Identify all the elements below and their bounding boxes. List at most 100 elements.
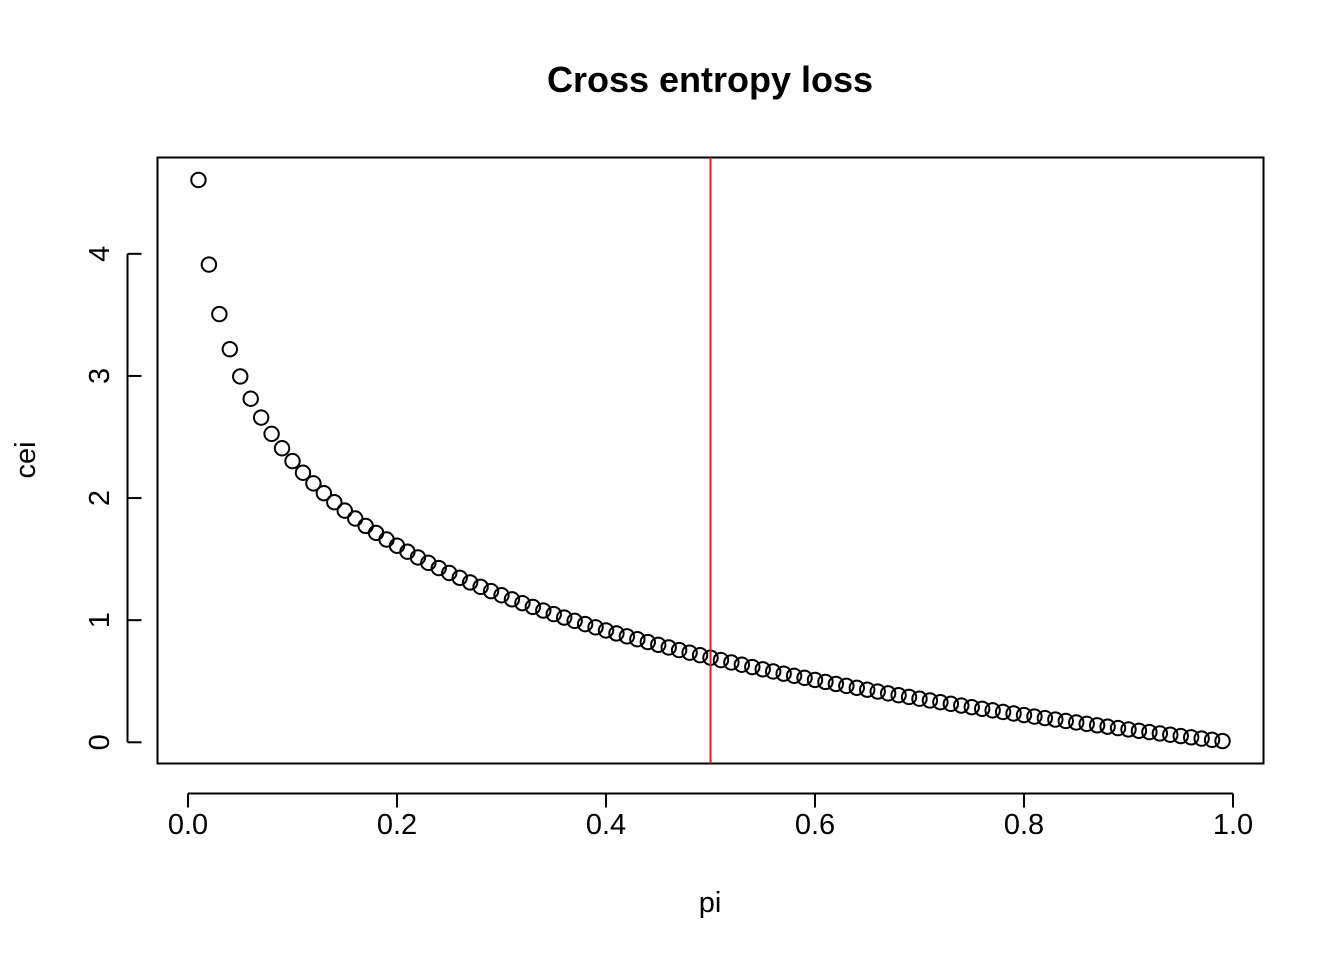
data-point [775,665,792,682]
data-point [545,605,562,623]
data-point [524,598,542,616]
data-point [1193,730,1210,747]
data-point [535,602,552,619]
data-point [827,675,845,693]
data-point [942,695,960,713]
data-point [764,663,782,680]
data-point [242,390,259,407]
data-point [984,702,1001,719]
data-point [336,502,353,519]
data-point [754,661,771,678]
data-point [963,698,980,716]
x-tick-label: 0.4 [586,809,626,841]
data-point [1130,722,1148,739]
data-point [493,587,510,604]
data-point [1005,705,1022,722]
data-point [1151,725,1169,742]
data-point [273,440,291,457]
data-point [817,673,834,691]
y-tick-label: 3 [84,368,116,384]
data-point [597,622,615,639]
data-point [430,559,448,577]
data-point [326,494,343,511]
data-point [744,658,761,676]
data-point [1162,726,1179,743]
data-point [608,625,625,642]
data-point [618,628,636,645]
data-point [691,646,709,664]
data-point [1047,711,1064,728]
data-point [1088,717,1106,734]
data-point [1078,715,1095,733]
y-axis-label: cei [10,441,42,478]
x-tick-label: 0.6 [795,809,835,841]
data-point [1120,721,1137,738]
data-point [994,703,1012,721]
y-tick-label: 1 [84,612,116,628]
data-point [232,368,249,385]
data-point [650,636,667,653]
data-point [681,644,698,661]
data-point [911,690,928,707]
data-point [859,681,876,698]
data-point [315,484,333,502]
data-point [252,409,270,426]
data-point [712,651,730,669]
data-point [838,677,855,695]
data-point [869,683,886,700]
data-point [221,341,239,358]
x-tick-label: 0.2 [377,809,417,841]
data-point [503,591,521,608]
data-point [420,554,437,572]
data-points [190,171,1231,750]
x-tick-label: 1.0 [1213,809,1253,841]
y-tick-label: 4 [84,246,116,262]
data-point [1099,718,1116,735]
data-point [932,693,949,711]
data-point [806,671,824,689]
x-tick-label: 0.8 [1004,809,1044,841]
data-point [461,574,479,591]
data-point [796,669,813,687]
chart-title: Cross entropy loss [547,59,873,100]
y-axis: 0 1 2 3 4 [84,246,142,750]
data-point [472,578,489,596]
data-point [514,594,531,612]
data-point [921,692,939,709]
data-point [294,464,312,481]
data-point [670,641,688,659]
data-point [587,619,604,636]
data-point [284,452,301,470]
data-point [1214,732,1231,750]
y-tick-label: 0 [84,734,116,750]
data-point [1109,719,1127,737]
data-point [848,679,865,696]
data-point [879,685,897,702]
data-point [1182,729,1200,746]
data-point [482,582,500,600]
data-point [660,639,677,656]
data-point [1068,714,1085,731]
x-axis-label: pi [699,887,722,919]
data-point [305,475,322,492]
data-point [451,569,468,586]
data-point [785,667,803,684]
data-point [566,612,583,630]
data-point [576,615,594,633]
data-point [263,425,280,443]
data-point [1203,731,1221,749]
data-point [1026,708,1043,725]
y-tick-label: 2 [84,490,116,506]
data-point [1141,723,1158,741]
data-point [190,171,207,189]
data-point [556,609,573,626]
data-point [1172,727,1189,745]
data-point [629,631,646,648]
data-point [211,305,228,323]
data-point [1015,706,1033,724]
data-point [441,564,458,582]
data-point [900,688,918,706]
data-point [200,256,218,273]
